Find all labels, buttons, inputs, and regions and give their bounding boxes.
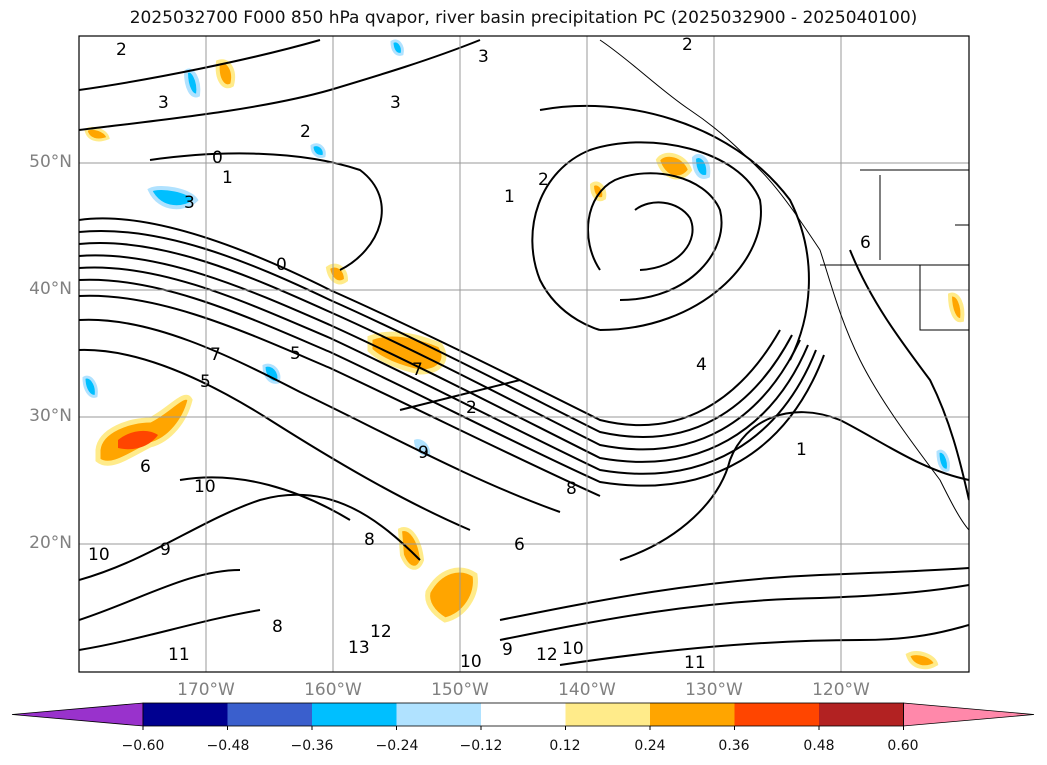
colorbar <box>11 702 1035 730</box>
contour-label: 10 <box>194 477 216 497</box>
lon-label-140w: 140°W <box>558 680 616 700</box>
contour-label: 10 <box>460 652 482 672</box>
contour-label: 7 <box>210 345 221 365</box>
colorbar-extension-low <box>11 702 144 727</box>
qvapor-contours <box>79 39 969 666</box>
contour-label: 3 <box>158 93 169 113</box>
contour-label: 8 <box>272 617 283 637</box>
colorbar-extension-high <box>903 702 1035 727</box>
colorbar-tick-label: −0.24 <box>375 738 419 754</box>
colorbar-segment <box>312 703 397 726</box>
colorbar-tick-label: 0.24 <box>634 738 666 754</box>
lat-label-20n: 20°N <box>29 533 72 553</box>
contour-label: 4 <box>696 355 707 375</box>
contour-label: 10 <box>562 639 584 659</box>
colorbar-frame <box>142 702 904 727</box>
lat-label-50n: 50°N <box>29 152 72 172</box>
contour-label: 9 <box>502 640 513 660</box>
contour-label: 2 <box>116 40 127 60</box>
lon-label-130w: 130°W <box>685 680 743 700</box>
colorbar-segment <box>734 703 820 726</box>
contour-label: 9 <box>160 540 171 560</box>
contour-label: 1 <box>504 187 515 207</box>
colorbar-tick-label: 0.48 <box>803 738 835 754</box>
contour-label: 8 <box>364 530 375 550</box>
contour-label: 11 <box>684 653 706 673</box>
colorbar-segment <box>143 703 228 726</box>
lon-label-170w: 170°W <box>177 680 235 700</box>
colorbar-tick-label: −0.36 <box>290 738 334 754</box>
colorbar-tick-label: −0.48 <box>206 738 250 754</box>
contour-label: 12 <box>536 645 558 665</box>
contour-label: 8 <box>566 479 577 499</box>
map-frame <box>78 35 970 673</box>
contour-label: 3 <box>184 193 195 213</box>
graticule <box>79 36 969 672</box>
map-field: 2 2 2 2 3 3 3 3 0 0 1 1 1 2 4 5 5 6 6 6 … <box>79 35 969 673</box>
contour-label: 6 <box>514 535 525 555</box>
contour-label: 0 <box>276 255 287 275</box>
colorbar-segment <box>481 703 566 726</box>
coastline <box>599 39 969 531</box>
colorbar-tick-label: −0.60 <box>121 738 165 754</box>
contour-label: 13 <box>348 638 370 658</box>
lat-label-40n: 40°N <box>29 279 72 299</box>
map-title: 2025032700 F000 850 hPa qvapor, river ba… <box>129 8 918 28</box>
contour-label: 6 <box>140 457 151 477</box>
lon-label-150w: 150°W <box>431 680 489 700</box>
contour-label: 5 <box>290 344 301 364</box>
contour-label: 0 <box>212 148 223 168</box>
contour-label: 11 <box>168 645 190 665</box>
contour-label: 9 <box>418 443 429 463</box>
contour-label: 1 <box>796 440 807 460</box>
contour-label: 2 <box>300 122 311 142</box>
lon-label-120w: 120°W <box>812 680 870 700</box>
colorbar-tick-label: −0.12 <box>459 738 503 754</box>
contour-label: 1 <box>222 168 233 188</box>
contour-labels: 2 2 2 2 3 3 3 3 0 0 1 1 1 2 4 5 5 6 6 6 … <box>88 35 871 673</box>
colorbar-segment <box>227 703 313 726</box>
colorbar-segment <box>565 703 651 726</box>
contour-label: 12 <box>370 622 392 642</box>
lat-label-30n: 30°N <box>29 406 72 426</box>
colorbar-segment <box>819 703 904 726</box>
colorbar-tick-label: 0.60 <box>887 738 919 754</box>
colorbar-segment <box>650 703 735 726</box>
contour-label: 5 <box>200 372 211 392</box>
precip-patches <box>82 39 965 670</box>
lon-label-160w: 160°W <box>304 680 362 700</box>
contour-label: 2 <box>466 398 477 418</box>
contour-label: 10 <box>88 545 110 565</box>
colorbar-tick-label: 0.36 <box>718 738 750 754</box>
contour-label: 3 <box>478 47 489 67</box>
colorbar-segment <box>396 703 482 726</box>
contour-label: 7 <box>412 360 423 380</box>
contour-label: 2 <box>538 170 549 190</box>
contour-label: 3 <box>390 93 401 113</box>
colorbar-tick-label: 0.12 <box>549 738 581 754</box>
contour-label: 2 <box>682 35 693 55</box>
contour-label: 6 <box>860 233 871 253</box>
